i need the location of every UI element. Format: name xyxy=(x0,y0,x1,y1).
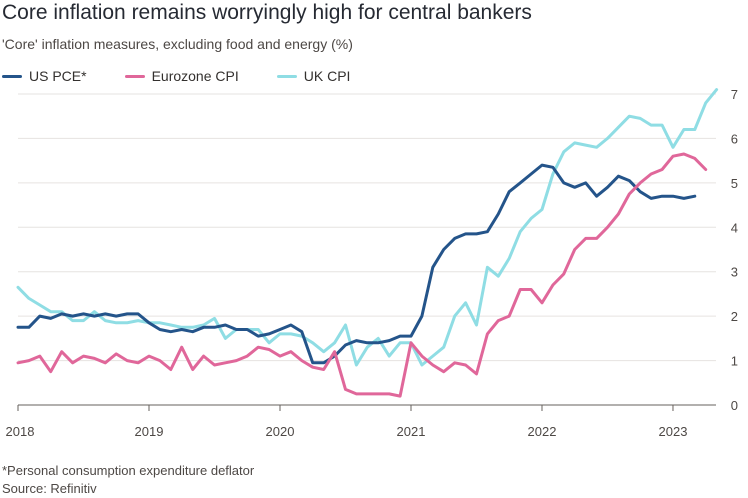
y-tick-label: 1 xyxy=(731,354,738,369)
legend-swatch-eurozone-cpi xyxy=(124,74,145,78)
x-tick-label: 2020 xyxy=(266,424,295,439)
legend-item-eurozone-cpi: Eurozone CPI xyxy=(124,68,239,84)
chart-subtitle: 'Core' inflation measures, excluding foo… xyxy=(2,36,353,52)
chart-source: Source: Refinitiv xyxy=(2,481,97,496)
x-tick-label: 2018 xyxy=(6,424,35,439)
chart-footnote: *Personal consumption expenditure deflat… xyxy=(2,463,255,478)
y-tick-label: 3 xyxy=(731,265,738,280)
chart-legend: US PCE* Eurozone CPI UK CPI xyxy=(2,68,388,84)
chart-title: Core inflation remains worryingly high f… xyxy=(2,1,532,24)
x-axis: 2018 2019 2020 2021 2022 2023 xyxy=(6,404,716,439)
y-axis: 0 1 2 3 4 5 6 7 xyxy=(731,87,738,413)
series-line-uk-cpi xyxy=(16,88,719,367)
legend-swatch-us-pce xyxy=(2,74,22,78)
x-tick-label: 2019 xyxy=(135,424,164,439)
gridlines xyxy=(18,93,716,362)
x-tick-label: 2023 xyxy=(659,424,688,439)
legend-label-eurozone-cpi: Eurozone CPI xyxy=(151,68,239,84)
series-line-eurozone-cpi xyxy=(16,152,708,398)
x-tick-label: 2022 xyxy=(528,424,557,439)
y-tick-label: 4 xyxy=(731,220,738,235)
x-tick-label: 2021 xyxy=(397,424,426,439)
y-tick-label: 5 xyxy=(731,176,738,191)
y-tick-label: 0 xyxy=(731,398,738,413)
y-tick-label: 2 xyxy=(731,309,738,324)
legend-swatch-uk-cpi xyxy=(276,74,297,78)
legend-label-us-pce: US PCE* xyxy=(29,68,87,84)
legend-item-uk-cpi: UK CPI xyxy=(276,68,351,84)
legend-item-us-pce: US PCE* xyxy=(2,68,87,84)
y-tick-label: 6 xyxy=(731,131,738,146)
series-line-us-pce xyxy=(16,163,697,365)
y-tick-label: 7 xyxy=(731,87,738,102)
series-lines xyxy=(16,88,719,398)
legend-label-uk-cpi: UK CPI xyxy=(303,68,351,84)
